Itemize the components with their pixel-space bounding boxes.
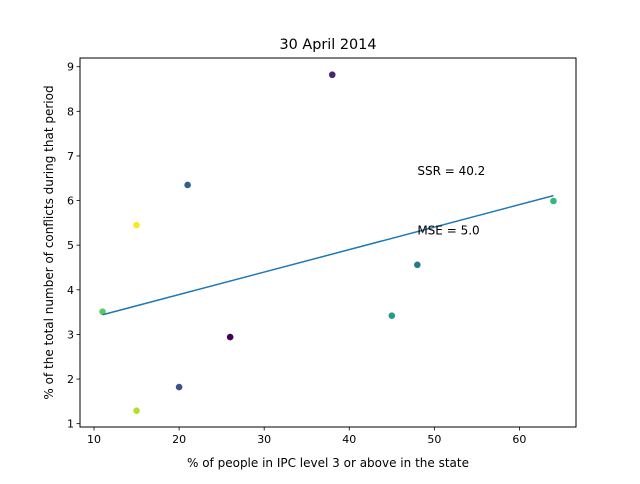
- x-tick-label-60: 60: [512, 433, 526, 446]
- scatter-point-10: [133, 407, 140, 415]
- y-tick-label-1: 1: [67, 418, 74, 431]
- chart-marks: SSR = 40.2 MSE = 5.0: [99, 71, 557, 415]
- y-tick-label-8: 8: [67, 105, 74, 118]
- y-tick-label-4: 4: [67, 284, 74, 297]
- x-tick-label-20: 20: [172, 433, 186, 446]
- plot-frame: [79, 57, 577, 428]
- scatter-point-1: [328, 71, 336, 79]
- y-tick-label-9: 9: [67, 61, 74, 74]
- chart-axes: 10 20 30 40 50 60 1 2 3 4 5 6 7 8 9: [67, 61, 526, 446]
- scatter-point-8: [226, 333, 234, 341]
- y-tick-label-2: 2: [67, 373, 74, 386]
- x-tick-label-40: 40: [342, 433, 356, 446]
- y-tick-label-7: 7: [67, 150, 74, 163]
- y-axis-label: % of the total number of conflicts durin…: [42, 85, 56, 399]
- scatter-point-3: [133, 221, 140, 229]
- scatter-point-2: [184, 181, 191, 189]
- x-tick-label-30: 30: [257, 433, 271, 446]
- scatter-point-7: [388, 312, 396, 319]
- scatter-point-6: [99, 308, 106, 315]
- x-tick-label-10: 10: [87, 433, 101, 446]
- chart-title: 30 April 2014: [280, 37, 377, 53]
- scatter-point-5: [414, 261, 421, 269]
- scatter-point-4: [550, 197, 557, 205]
- annotation-2: MSE = 5.0: [417, 223, 479, 237]
- annotation-1: SSR = 40.2: [417, 164, 485, 178]
- x-tick-label-50: 50: [427, 433, 441, 446]
- regression-line: [102, 194, 554, 316]
- scatter-point-9: [175, 383, 183, 391]
- y-tick-label-5: 5: [67, 239, 74, 252]
- x-axis-label: % of people in IPC level 3 or above in t…: [187, 456, 469, 470]
- y-tick-label-6: 6: [67, 195, 74, 208]
- y-tick-label-3: 3: [67, 328, 74, 341]
